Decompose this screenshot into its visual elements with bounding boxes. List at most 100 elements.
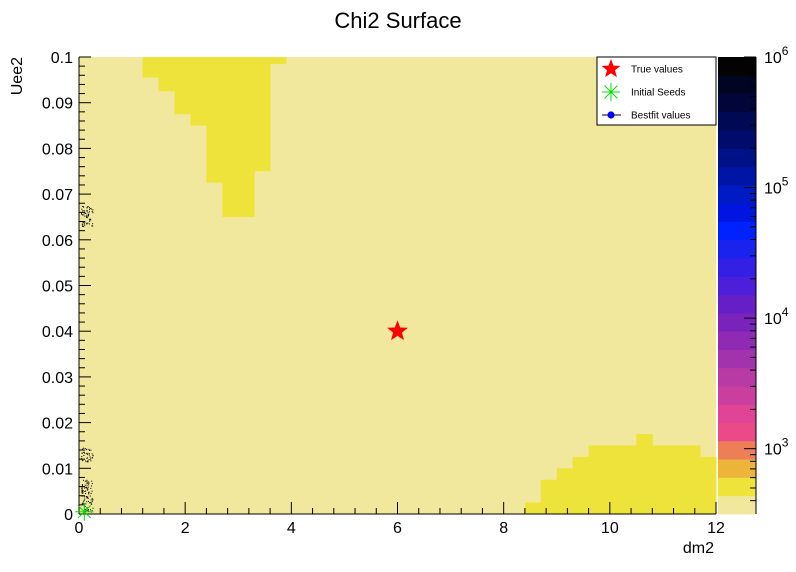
scatter-point [81,208,83,210]
y-tick-label: 0.08 [42,141,73,158]
scatter-point [81,224,83,226]
colorbar-segment [718,148,756,168]
heatmap-cell-lower-right-4 [588,445,637,514]
legend-label: Initial Seeds [631,88,685,99]
scatter-point [89,495,91,497]
scatter-point [88,448,90,450]
scatter-point [86,217,88,219]
colorbar-segment [718,184,756,204]
colorbar-tick-label: 103 [764,436,789,459]
x-tick-label: 6 [393,520,402,537]
scatter-point [88,500,89,502]
scatter-cluster-1 [81,447,94,463]
scatter-point [89,211,90,213]
star-marker [601,59,621,78]
scatter-point [81,223,83,225]
x-tick-label: 8 [499,520,508,537]
scatter-point [88,484,90,486]
scatter-point [82,221,84,223]
scatter-point [88,215,89,217]
scatter-point [91,510,93,512]
scatter-point [88,213,90,215]
scatter-point [81,456,83,457]
scatter-point [86,497,88,499]
y-tick-label: 0.06 [42,233,73,250]
scatter-point [86,210,88,212]
scatter-point [87,212,89,214]
scatter-point [81,484,83,486]
scatter-point [86,206,88,208]
scatter-point [87,460,89,462]
heatmap-cell-lower-right-0 [524,502,542,514]
scatter-point [91,225,93,227]
colorbar-segment [718,203,756,222]
scatter-point [91,497,93,499]
scatter-point [84,484,86,486]
scatter-point [82,484,83,486]
scatter-point [88,510,89,512]
scatter-point [88,482,90,484]
y-tick-label: 0.05 [42,279,73,296]
scatter-point [92,454,94,456]
scatter-point [91,457,93,458]
scatter-point [81,492,83,494]
scatter-point [86,479,88,481]
colorbar-segment [718,111,756,131]
scatter-point [82,491,83,492]
scatter-point [88,214,89,216]
scatter-point [88,454,90,456]
scatter-point [86,461,88,463]
scatter-point [86,507,88,509]
colorbar-segment [718,75,756,94]
scatter-point [86,501,88,503]
scatter-point [86,207,88,209]
scatter-point [81,487,83,489]
colorbar-segment [718,312,756,332]
scatter-point [83,213,85,215]
colorbar-segment [718,386,756,405]
scatter-point [86,484,88,486]
y-axis-ticks: 0 0.01 0.02 0.03 0.04 0.05 0.06 0.07 0.08 0.09 0.1 [42,50,91,524]
scatter-point [85,490,86,492]
scatter-point [84,212,86,214]
scatter-point [91,453,93,455]
scatter-point [90,458,91,460]
scatter-point [91,503,93,505]
colorbar-segment [718,166,756,186]
scatter-point [85,496,87,497]
scatter-point [88,481,90,483]
plot-area [79,57,717,514]
heatmap-cell-upper-left-4 [206,57,223,183]
scatter-point [89,208,90,210]
scatter-point [83,206,84,208]
scatter-point [87,497,89,499]
asterisk-marker [75,502,94,521]
scatter-point [82,210,84,212]
scatter-point [82,225,83,227]
colorbar-segment [718,93,756,113]
scatter-point [86,223,88,225]
colorbar-segment [718,459,756,478]
scatter-point [83,500,85,502]
colorbar-segment [718,239,756,259]
scatter-point [83,451,85,453]
scatter-point [81,452,83,454]
scatter-point [92,225,94,227]
scatter-point [82,492,84,494]
scatter-point [90,492,92,494]
heatmap-cell-upper-left-2 [174,57,191,115]
scatter-point [87,488,89,490]
star-marker [387,320,408,341]
scatter-point [88,459,90,461]
heatmap-cell-upper-left-6 [254,57,271,172]
legend-label: Bestfit values [631,111,690,122]
scatter-point [84,480,86,482]
scatter-point [87,206,89,207]
scatter-point [85,493,87,495]
legend-entry: Bestfit values [602,111,690,122]
scatter-point [88,491,90,493]
scatter-point [91,211,93,212]
scatter-point [92,212,94,214]
scatter-point [84,225,86,227]
scatter-point [85,480,87,482]
